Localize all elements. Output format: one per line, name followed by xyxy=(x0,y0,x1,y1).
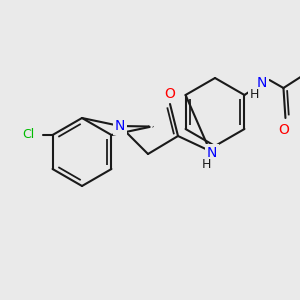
Text: O: O xyxy=(278,123,289,137)
Text: N: N xyxy=(207,146,217,160)
Text: N: N xyxy=(256,76,267,90)
Text: H: H xyxy=(250,88,259,101)
Text: Cl: Cl xyxy=(22,128,34,142)
Text: O: O xyxy=(165,87,176,101)
Text: N: N xyxy=(115,119,125,133)
Text: H: H xyxy=(201,158,211,172)
